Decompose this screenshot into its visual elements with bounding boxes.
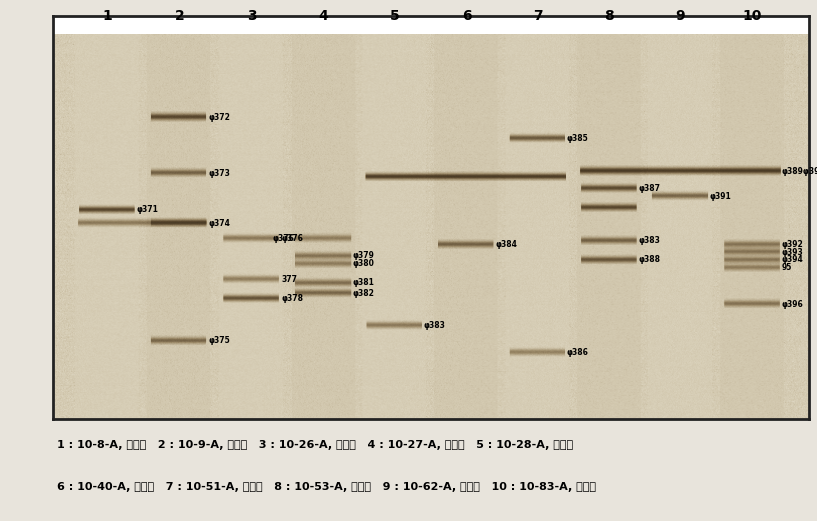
Text: 7: 7: [533, 9, 542, 23]
Text: φ388: φ388: [639, 255, 660, 264]
Text: φ376: φ376: [281, 234, 303, 243]
Text: φ380: φ380: [353, 259, 375, 268]
Text: 1: 1: [103, 9, 113, 23]
Text: φ373: φ373: [208, 169, 230, 178]
Text: φ393: φ393: [781, 247, 803, 257]
Text: φ391: φ391: [709, 192, 731, 201]
Text: 5: 5: [390, 9, 400, 23]
Text: 6 : 10-40-A, 항적봉   7 : 10-51-A, 항적봉   8 : 10-53-A, 항적봉   9 : 10-62-A, 구천동   10 :: 6 : 10-40-A, 항적봉 7 : 10-51-A, 항적봉 8 : 10…: [57, 482, 596, 492]
Text: φ383: φ383: [424, 321, 446, 330]
Text: φ371: φ371: [136, 205, 158, 214]
Text: φ387: φ387: [639, 184, 660, 193]
Text: φ392: φ392: [781, 240, 803, 249]
Text: φ374: φ374: [208, 219, 230, 228]
Text: φ375: φ375: [208, 336, 230, 345]
Text: φ376: φ376: [273, 234, 294, 243]
Text: 9: 9: [676, 9, 685, 23]
Text: φ383: φ383: [639, 236, 660, 245]
Text: φ382: φ382: [353, 289, 375, 298]
Text: φ386: φ386: [567, 348, 588, 356]
Text: φ372: φ372: [208, 113, 230, 122]
Text: 8: 8: [605, 9, 614, 23]
Text: 377: 377: [281, 275, 297, 283]
Text: 2: 2: [175, 9, 184, 23]
Text: 10: 10: [743, 9, 761, 23]
Text: φ396: φ396: [781, 300, 803, 308]
Text: φ381: φ381: [353, 278, 375, 288]
Text: φ379: φ379: [353, 252, 375, 260]
Text: φ389φ390: φ389φ390: [781, 167, 817, 176]
Text: 4: 4: [319, 9, 328, 23]
Text: φ384: φ384: [496, 240, 517, 249]
Text: φ394: φ394: [781, 255, 803, 264]
Text: 1 : 10-8-A, 수무곳   2 : 10-9-A, 수무곳   3 : 10-26-A, 구성동   4 : 10-27-A, 구성동   5 : 10: 1 : 10-8-A, 수무곳 2 : 10-9-A, 수무곳 3 : 10-2…: [57, 440, 574, 450]
Text: 6: 6: [462, 9, 471, 23]
Text: 3: 3: [247, 9, 257, 23]
Text: 95: 95: [781, 263, 792, 272]
Text: φ385: φ385: [567, 134, 588, 143]
Text: φ378: φ378: [281, 294, 303, 303]
